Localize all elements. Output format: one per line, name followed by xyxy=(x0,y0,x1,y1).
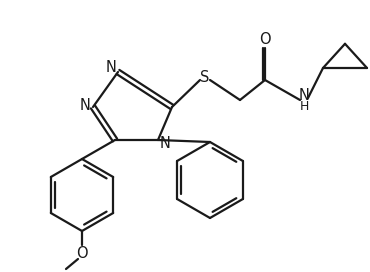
Text: O: O xyxy=(259,32,271,48)
Text: S: S xyxy=(200,70,210,85)
Text: N: N xyxy=(80,98,90,113)
Text: H: H xyxy=(299,100,309,113)
Text: N: N xyxy=(105,60,117,75)
Text: N: N xyxy=(299,88,309,104)
Text: O: O xyxy=(76,246,88,261)
Text: N: N xyxy=(159,137,171,152)
